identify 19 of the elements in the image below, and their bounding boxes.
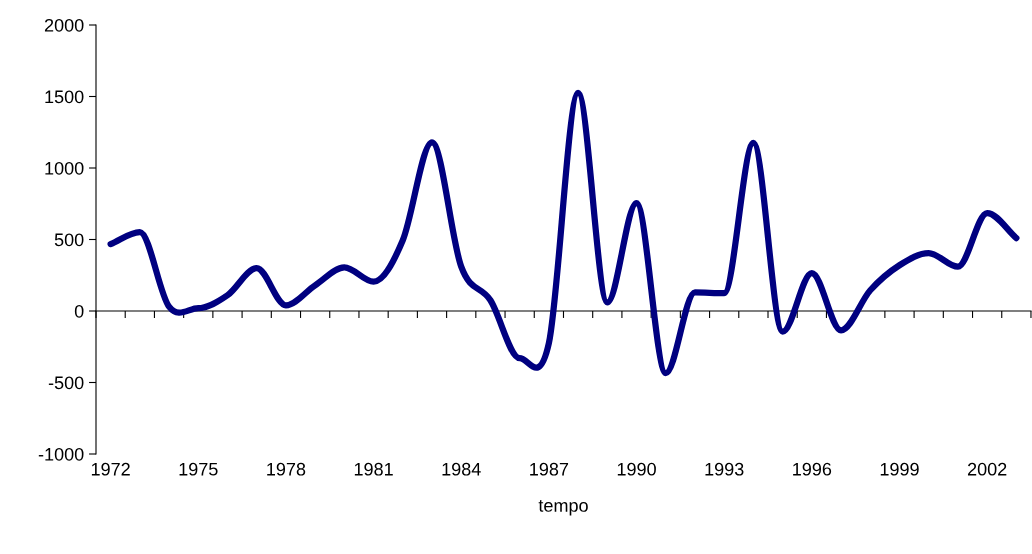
x-tick-label: 1999 [880,462,919,476]
x-tick-label: 1978 [267,462,306,476]
x-tick-label: 1987 [530,462,569,476]
x-tick-label: 2002 [967,462,1007,476]
x-tick-label: 1972 [91,462,130,476]
x-axis-title: tempo [538,500,588,516]
x-tick-label: 1990 [617,462,656,476]
x-tick-label: 1975 [179,462,218,476]
y-tick-label: 1000 [45,161,84,175]
y-tick-label: 0 [74,304,84,318]
x-tick-label: 1996 [793,462,832,476]
x-tick-label: 1993 [705,462,744,476]
y-tick-label: -500 [48,376,84,390]
x-tick-label: 1984 [442,462,481,476]
x-tick-label: 1981 [354,462,393,476]
y-tick-label: 1500 [45,90,84,104]
y-tick-label: 2000 [44,18,84,32]
y-tick-label: 500 [54,233,84,247]
y-tick-label: -1000 [38,447,84,461]
